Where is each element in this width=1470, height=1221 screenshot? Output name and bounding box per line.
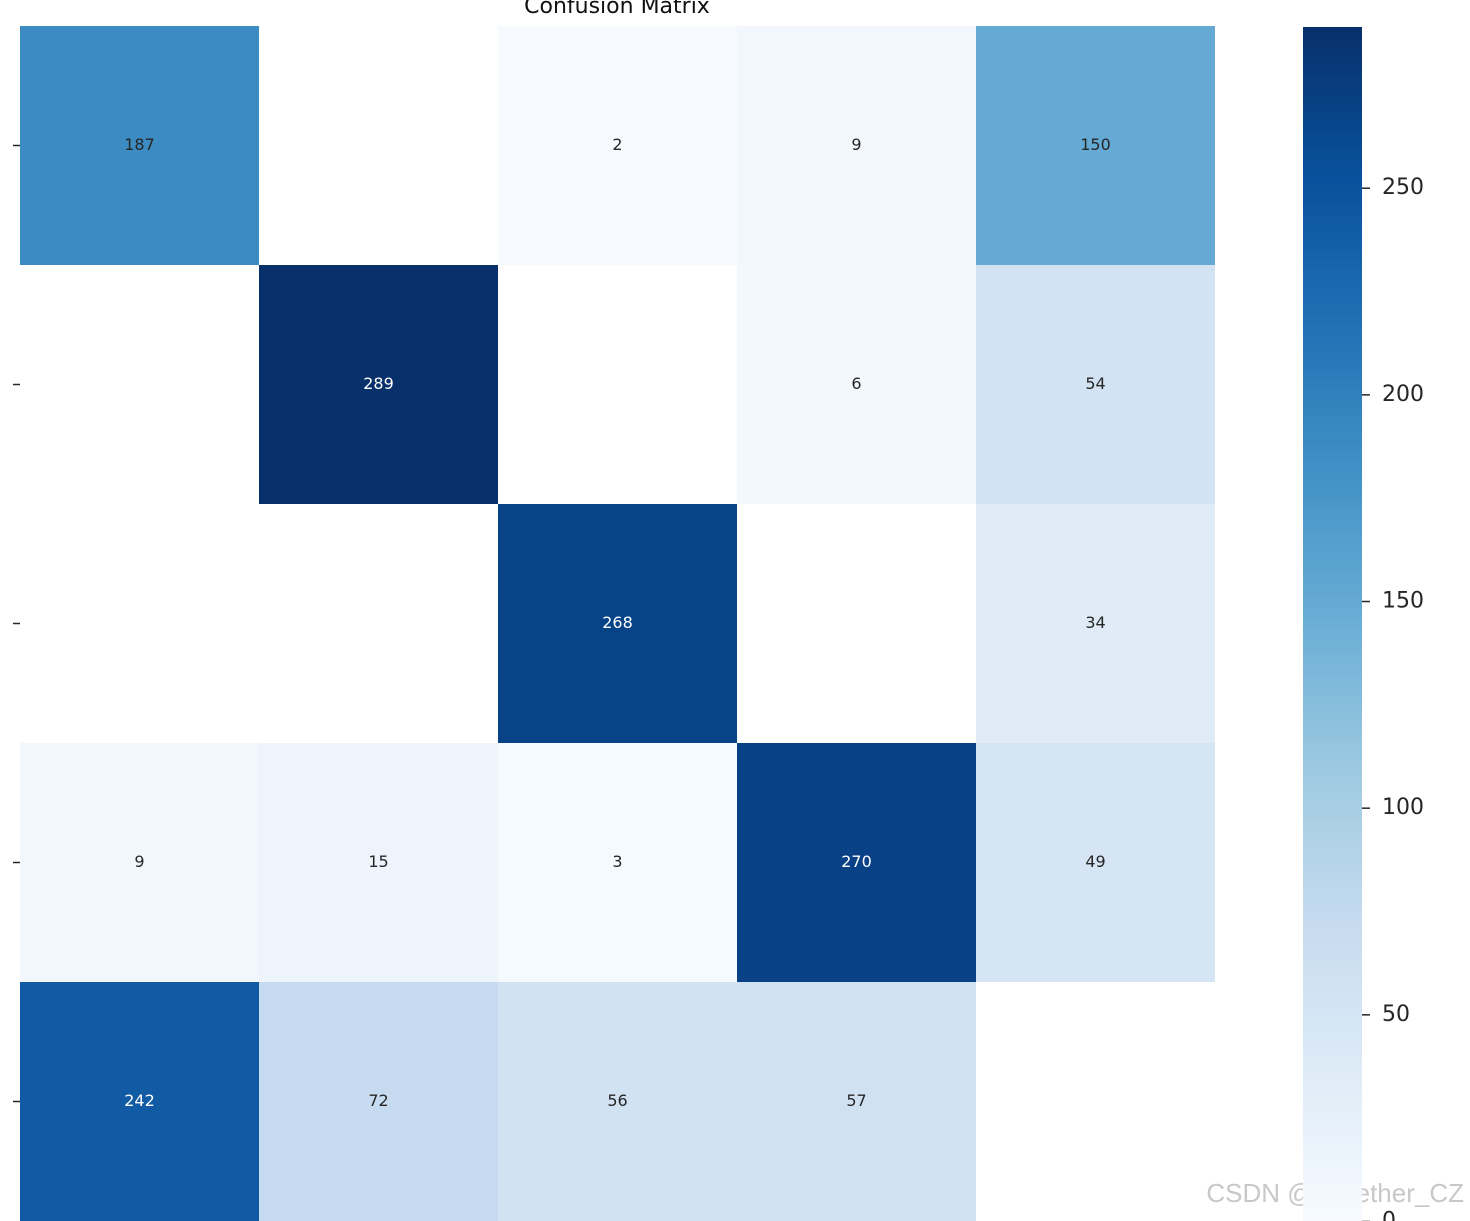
cell-label: 242: [124, 1091, 155, 1110]
heatmap-cell: [737, 743, 976, 982]
heatmap-cell: [976, 504, 1215, 743]
heatmap-cell: [259, 982, 498, 1221]
cell-label: 268: [602, 613, 633, 632]
heatmap-cell: [976, 265, 1215, 504]
heatmap-cell: [737, 982, 976, 1221]
heatmap-cell: [976, 26, 1215, 265]
colorbar: [1303, 27, 1362, 1221]
colorbar-tick-label: 150: [1382, 589, 1424, 614]
colorbar-tick-label: 50: [1382, 1002, 1410, 1027]
cell-label: 49: [1085, 852, 1105, 871]
heatmap-cell: [976, 743, 1215, 982]
cell-label: 57: [846, 1091, 866, 1110]
heatmap-cell: [498, 504, 737, 743]
cell-label: 9: [851, 135, 861, 154]
colorbar-tick-label: 250: [1382, 175, 1424, 200]
colorbar-tick-label: 200: [1382, 382, 1424, 407]
cell-label: 6: [851, 374, 861, 393]
heatmap-cell: [498, 982, 737, 1221]
colorbar-tick-label: 100: [1382, 795, 1424, 820]
colorbar-tick-label: 0: [1382, 1209, 1396, 1221]
cell-label: 187: [124, 135, 155, 154]
heatmap-cell: [498, 743, 737, 982]
heatmap-cell: [737, 26, 976, 265]
heatmap-cell: [20, 982, 259, 1221]
heatmap-cell: [737, 265, 976, 504]
cell-label: 2: [612, 135, 622, 154]
cell-label: 34: [1085, 613, 1105, 632]
cell-label: 289: [363, 374, 394, 393]
cell-label: 270: [841, 852, 872, 871]
heatmap-cell: [20, 743, 259, 982]
cell-label: 3: [612, 852, 622, 871]
cell-label: 54: [1085, 374, 1105, 393]
cell-label: 9: [134, 852, 144, 871]
heatmap-cell: [498, 26, 737, 265]
heatmap-cell: [259, 265, 498, 504]
cell-label: 56: [607, 1091, 627, 1110]
cell-label: 15: [368, 852, 388, 871]
chart-title: Confusion Matrix: [524, 0, 710, 19]
heatmap-cell: [259, 743, 498, 982]
cell-label: 72: [368, 1091, 388, 1110]
heatmap-cell: [20, 26, 259, 265]
cell-label: 150: [1080, 135, 1111, 154]
